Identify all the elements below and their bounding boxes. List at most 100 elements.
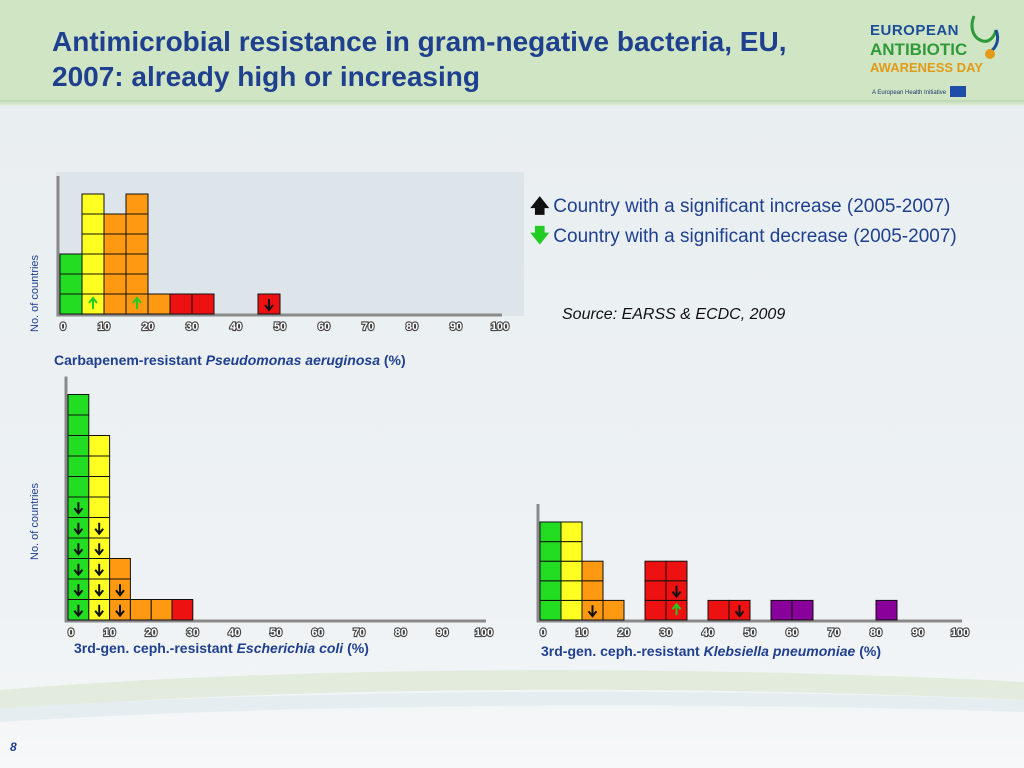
logo-line1: EUROPEAN [870, 22, 960, 39]
histogram-cell [169, 293, 193, 315]
caption-suffix: (%) [380, 352, 406, 368]
caption-organism: Pseudomonas aeruginosa [205, 352, 380, 368]
increase-arrow-icon [73, 584, 84, 597]
decrease-arrow-icon [671, 602, 682, 616]
histogram-cell [560, 521, 583, 543]
histogram-cell [125, 213, 149, 235]
logo-line2: ANTIBIOTIC [870, 40, 968, 59]
legend-increase-text: Country with a significant increase (200… [553, 196, 951, 217]
histogram-cell [560, 541, 583, 562]
histogram-cell [81, 213, 105, 235]
x-tick-label: 10 [98, 321, 110, 333]
histogram-cell [67, 435, 90, 457]
increase-arrow-icon [94, 543, 104, 556]
histogram-cell [125, 193, 149, 215]
x-tick-label: 30 [186, 321, 198, 333]
histogram-cell [125, 273, 149, 295]
histogram-cell [171, 599, 194, 621]
increase-arrow-icon [94, 604, 104, 618]
slide-title: Antimicrobial resistance in gram-negativ… [52, 24, 852, 94]
eu-flag-icon [950, 86, 966, 97]
x-tick-label: 60 [318, 321, 330, 333]
increase-arrow-icon [115, 604, 125, 618]
x-tick-label: 20 [142, 321, 154, 333]
x-tick-label: 90 [436, 627, 448, 639]
x-tick-label: 50 [744, 627, 756, 639]
x-tick-label: 20 [618, 627, 630, 639]
pseudomonas-histogram: 0 10 20 30 40 50 60 70 80 90 100 [56, 172, 524, 334]
x-tick-label: 90 [450, 321, 462, 333]
histogram-cell [125, 233, 149, 255]
x-tick-label: 10 [576, 627, 588, 639]
histogram-cell [67, 455, 90, 477]
arrow-down-icon: 🡇 [530, 226, 550, 247]
x-tick-label: 40 [702, 627, 714, 639]
histogram-cell [581, 580, 604, 601]
decorative-swoosh [0, 670, 1024, 722]
histogram-cell [67, 414, 90, 436]
histogram-cell [147, 293, 171, 315]
histogram-cell [81, 233, 105, 255]
caption-suffix: (%) [343, 640, 369, 656]
caption-organism: Klebsiella pneumoniae [703, 643, 856, 659]
histogram-cell [581, 560, 604, 582]
histogram-cell [81, 273, 105, 295]
histogram-cell [103, 253, 127, 275]
arrow-up-icon: 🡅 [530, 196, 550, 217]
slide-header [0, 0, 1024, 104]
x-tick-label: 10 [103, 627, 115, 639]
histogram-cell [88, 476, 111, 498]
increase-arrow-icon [73, 522, 84, 536]
logo-tagline: A European Health Initiative [872, 90, 947, 96]
histogram-cell [125, 253, 149, 275]
x-tick-label: 90 [912, 627, 924, 639]
decrease-arrow-icon [88, 296, 98, 309]
caption-organism: Escherichia coli [236, 640, 344, 656]
histogram-cell [88, 496, 111, 518]
logo-line3: AWARENESS DAY [870, 60, 983, 75]
slide-title-line2: 2007: already high or increasing [52, 61, 480, 92]
decrease-arrow-icon [132, 296, 142, 309]
page-number: 8 [10, 740, 17, 754]
x-tick-label: 80 [395, 627, 407, 639]
histogram-cell [560, 599, 583, 621]
x-tick-label: 60 [311, 627, 323, 639]
x-tick-label: 30 [187, 627, 199, 639]
histogram-cell [81, 193, 105, 215]
caption-prefix: Carbapenem-resistant [54, 352, 206, 368]
histogram-cell [791, 599, 814, 621]
histogram-cell [81, 253, 105, 275]
x-tick-label: 0 [68, 627, 74, 639]
histogram-cell [875, 599, 898, 621]
x-tick-label: 0 [60, 321, 66, 333]
histogram-cell [103, 293, 127, 315]
ecoli-histogram: 0 10 20 30 40 50 60 70 80 90 100 [64, 376, 494, 640]
increase-arrow-icon [94, 563, 104, 577]
increase-arrow-icon [73, 502, 84, 515]
x-tick-label: 80 [406, 321, 418, 333]
histogram-cell [560, 560, 583, 582]
histogram-cell [644, 560, 667, 582]
stethoscope-icon [970, 15, 1000, 59]
pseudomonas-caption: Carbapenem-resistant Pseudomonas aerugin… [54, 352, 406, 368]
klebsiella-caption: 3rd-gen. ceph.-resistant Klebsiella pneu… [541, 643, 881, 659]
increase-arrow-icon [115, 584, 125, 597]
histogram-cell [88, 435, 111, 457]
increase-arrow-icon [73, 604, 84, 618]
x-tick-label: 40 [228, 627, 240, 639]
y-axis-label: No. of countries [29, 254, 41, 332]
x-tick-label: 70 [362, 321, 374, 333]
histogram-cell [644, 580, 667, 601]
increase-arrow-icon [734, 605, 745, 618]
x-tick-label: 100 [951, 627, 969, 639]
histogram-cell [103, 213, 127, 235]
histogram-cell [59, 253, 83, 275]
histogram-cell [129, 599, 152, 621]
histogram-cell [150, 599, 173, 621]
caption-prefix: 3rd-gen. ceph.-resistant [74, 640, 237, 656]
histogram-cell [560, 580, 583, 601]
increase-arrow-icon [94, 522, 104, 536]
caption-suffix: (%) [855, 643, 881, 659]
increase-arrow-icon [73, 563, 84, 577]
eaad-logo: EUROPEAN ANTIBIOTIC AWARENESS DAY A Euro… [868, 14, 1008, 100]
